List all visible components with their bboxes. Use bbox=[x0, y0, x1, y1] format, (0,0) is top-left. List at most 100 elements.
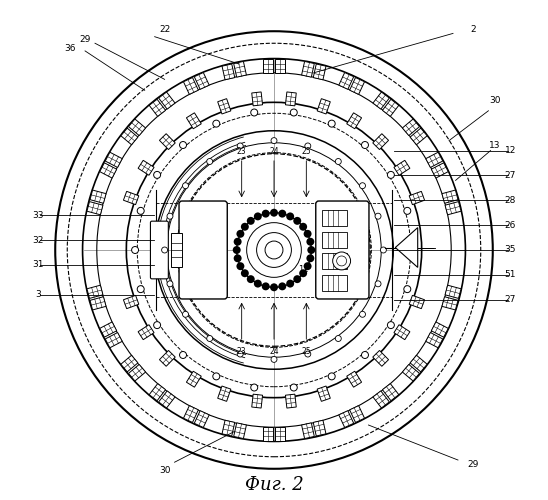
Circle shape bbox=[167, 213, 173, 219]
FancyBboxPatch shape bbox=[179, 201, 227, 299]
Circle shape bbox=[132, 246, 139, 254]
Polygon shape bbox=[373, 391, 389, 408]
Circle shape bbox=[359, 182, 366, 188]
Circle shape bbox=[328, 120, 335, 127]
Circle shape bbox=[286, 212, 294, 220]
Polygon shape bbox=[347, 113, 362, 129]
Text: 32: 32 bbox=[32, 236, 43, 244]
Polygon shape bbox=[350, 78, 364, 94]
Polygon shape bbox=[159, 350, 175, 366]
Bar bbox=[322, 210, 346, 226]
Circle shape bbox=[180, 352, 186, 358]
Polygon shape bbox=[100, 322, 117, 337]
Polygon shape bbox=[159, 391, 175, 408]
Circle shape bbox=[256, 232, 292, 268]
Circle shape bbox=[375, 281, 381, 287]
Polygon shape bbox=[339, 410, 353, 428]
Polygon shape bbox=[222, 420, 235, 436]
Polygon shape bbox=[410, 356, 427, 372]
Polygon shape bbox=[123, 296, 139, 308]
Circle shape bbox=[335, 336, 341, 342]
Polygon shape bbox=[233, 423, 247, 438]
Polygon shape bbox=[383, 384, 399, 400]
Circle shape bbox=[299, 270, 307, 277]
Bar bbox=[322, 232, 346, 248]
Polygon shape bbox=[402, 119, 419, 136]
Circle shape bbox=[306, 254, 315, 262]
Polygon shape bbox=[301, 423, 315, 438]
Polygon shape bbox=[395, 228, 418, 268]
Text: 25: 25 bbox=[301, 146, 311, 156]
Polygon shape bbox=[373, 92, 389, 109]
Circle shape bbox=[207, 336, 213, 342]
Text: 29: 29 bbox=[467, 460, 478, 469]
Text: Фиг. 2: Фиг. 2 bbox=[244, 476, 304, 494]
Circle shape bbox=[241, 270, 249, 277]
Polygon shape bbox=[409, 192, 425, 204]
Circle shape bbox=[236, 230, 244, 238]
Polygon shape bbox=[123, 192, 139, 204]
Polygon shape bbox=[252, 394, 262, 408]
Circle shape bbox=[251, 109, 258, 116]
Text: 24: 24 bbox=[269, 347, 279, 356]
Circle shape bbox=[153, 172, 161, 178]
Circle shape bbox=[404, 208, 411, 214]
Circle shape bbox=[336, 256, 346, 266]
Circle shape bbox=[362, 142, 368, 148]
Polygon shape bbox=[426, 332, 443, 348]
Polygon shape bbox=[317, 386, 330, 402]
Polygon shape bbox=[263, 60, 273, 73]
Polygon shape bbox=[100, 163, 117, 178]
Circle shape bbox=[335, 158, 341, 164]
Text: 29: 29 bbox=[79, 36, 91, 44]
Text: 13: 13 bbox=[489, 141, 501, 150]
Polygon shape bbox=[218, 386, 231, 402]
Polygon shape bbox=[301, 62, 315, 77]
Polygon shape bbox=[90, 190, 106, 203]
Text: 28: 28 bbox=[505, 196, 516, 205]
Polygon shape bbox=[252, 92, 262, 106]
Polygon shape bbox=[233, 62, 247, 77]
Polygon shape bbox=[90, 296, 106, 310]
Circle shape bbox=[306, 238, 315, 246]
Circle shape bbox=[307, 246, 315, 254]
Polygon shape bbox=[218, 98, 231, 114]
Circle shape bbox=[270, 208, 278, 216]
Circle shape bbox=[305, 143, 311, 149]
Polygon shape bbox=[445, 285, 461, 298]
Circle shape bbox=[290, 109, 297, 116]
Polygon shape bbox=[286, 92, 296, 106]
Text: 51: 51 bbox=[504, 270, 516, 280]
Circle shape bbox=[404, 286, 411, 292]
Circle shape bbox=[213, 120, 220, 127]
Circle shape bbox=[333, 252, 351, 270]
Polygon shape bbox=[445, 202, 461, 215]
Circle shape bbox=[247, 275, 255, 283]
Circle shape bbox=[387, 322, 395, 328]
Bar bbox=[171, 232, 182, 268]
Text: 23: 23 bbox=[237, 146, 247, 156]
Text: 22: 22 bbox=[159, 24, 170, 34]
Polygon shape bbox=[275, 427, 285, 440]
Polygon shape bbox=[373, 134, 389, 150]
Text: 33: 33 bbox=[32, 210, 44, 220]
Polygon shape bbox=[138, 160, 154, 176]
Text: 27: 27 bbox=[505, 295, 516, 304]
Circle shape bbox=[237, 143, 243, 149]
Polygon shape bbox=[263, 427, 273, 440]
Text: 26: 26 bbox=[505, 220, 516, 230]
Polygon shape bbox=[149, 384, 165, 400]
Text: 24: 24 bbox=[269, 146, 279, 156]
FancyBboxPatch shape bbox=[151, 221, 168, 279]
Circle shape bbox=[162, 247, 168, 253]
Circle shape bbox=[380, 247, 386, 253]
Circle shape bbox=[153, 322, 161, 328]
Polygon shape bbox=[129, 119, 146, 136]
Polygon shape bbox=[184, 406, 198, 422]
Polygon shape bbox=[431, 322, 448, 337]
Circle shape bbox=[247, 217, 255, 225]
Circle shape bbox=[265, 241, 283, 259]
Polygon shape bbox=[402, 364, 419, 381]
Polygon shape bbox=[149, 100, 165, 116]
Text: 11: 11 bbox=[299, 266, 309, 274]
